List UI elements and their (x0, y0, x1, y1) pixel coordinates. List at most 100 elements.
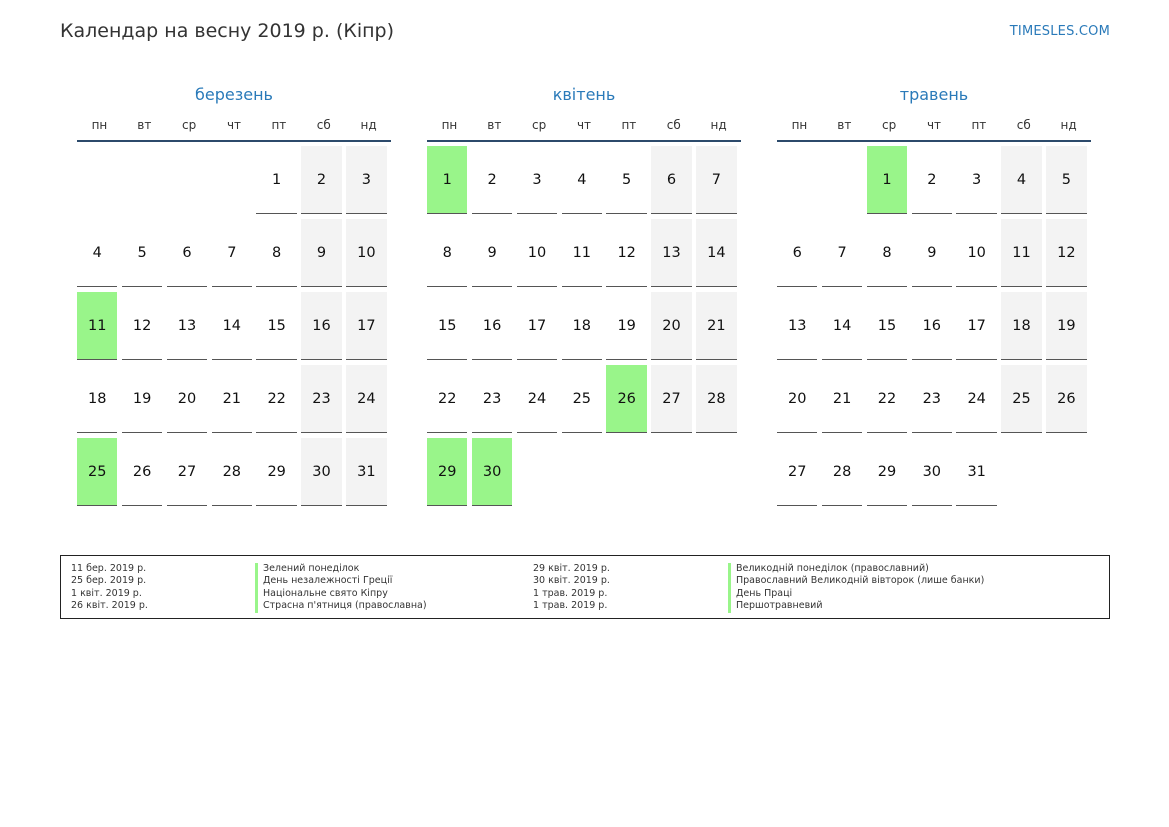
day-cell: 2 (911, 146, 953, 214)
day-cell: 24 (956, 365, 997, 433)
day-cell: 16 (471, 292, 513, 360)
day-cell: 29 (866, 438, 908, 506)
day-cell: 3 (956, 146, 997, 214)
weeks-grid: 1 2 3 4 5 6 7 8 9 10 11 12 13 14 15 16 17 18 19 20 21 22 23 24 2… (427, 146, 741, 507)
week-row: 13 14 15 16 17 18 19 (777, 292, 1091, 361)
day-cell: 1 (256, 146, 297, 214)
holiday-legend: 11 бер. 2019 р. 25 бер. 2019 р. 1 квіт. … (60, 555, 1110, 619)
day-cell: 22 (427, 365, 468, 433)
day-cell: 15 (427, 292, 468, 360)
day-cell: 7 (211, 219, 253, 287)
day-cell: 7 (696, 146, 737, 214)
weekday-label: пн (441, 118, 458, 132)
legend-date: 1 трав. 2019 р. (533, 587, 608, 599)
day-cell: 16 (911, 292, 953, 360)
day-cell: 4 (561, 146, 603, 214)
day-cell-empty (562, 438, 602, 505)
day-cell: 31 (346, 438, 387, 506)
legend-dates-right: 29 квіт. 2019 р. 30 квіт. 2019 р. 1 трав… (533, 563, 713, 613)
day-cell: 5 (1046, 146, 1087, 214)
weekday-label: ср (882, 118, 897, 132)
day-cell: 24 (516, 365, 558, 433)
day-cell: 5 (121, 219, 163, 287)
month-may: травень пн вт ср чт пт сб нд 1 2 3 4 5 6 7 8 9 10 11 12 13… (777, 82, 1091, 511)
day-cell: 3 (346, 146, 387, 214)
day-cell: 8 (256, 219, 297, 287)
week-row: 22 23 24 25 26 27 28 (427, 365, 741, 434)
legend-holiday-name: Страсна п'ятниця (православна) (255, 600, 427, 613)
day-cell-empty (517, 438, 557, 505)
week-row: 6 7 8 9 10 11 12 (777, 219, 1091, 288)
week-row: 4 5 6 7 8 9 10 (77, 219, 391, 288)
day-cell: 20 (166, 365, 208, 433)
week-row: 27 28 29 30 31 (777, 438, 1091, 507)
day-cell: 15 (866, 292, 908, 360)
day-cell: 21 (696, 292, 737, 360)
day-cell: 30 (471, 438, 513, 506)
weeks-grid: 1 2 3 4 5 6 7 8 9 10 11 12 13 14 15 16 17 18 19 20 21 22 23 24 2… (77, 146, 391, 507)
day-cell: 20 (651, 292, 692, 360)
day-cell-empty (651, 438, 691, 505)
day-cell: 28 (211, 438, 253, 506)
site-link[interactable]: TIMESLES.COM (1009, 24, 1110, 39)
weekday-label: сб (666, 118, 681, 132)
legend-date: 11 бер. 2019 р. (71, 563, 147, 574)
day-cell-empty (822, 146, 862, 213)
legend-names-right: Великодній понеділок (православний) Прав… (728, 563, 984, 613)
month-april: квітень пн вт ср чт пт сб нд 1 2 3 4 5 6 7 8 9 10 11 12 13… (427, 82, 741, 511)
day-cell: 15 (256, 292, 297, 360)
day-cell: 13 (777, 292, 818, 360)
day-cell: 7 (821, 219, 863, 287)
day-cell: 26 (606, 365, 647, 433)
legend-date: 1 трав. 2019 р. (533, 600, 608, 612)
day-cell: 9 (911, 219, 953, 287)
week-row: 11 12 13 14 15 16 17 (77, 292, 391, 361)
weekday-label: чт (576, 118, 592, 132)
day-cell: 10 (516, 219, 558, 287)
weekday-label: вт (137, 118, 152, 132)
day-cell: 14 (696, 219, 737, 287)
day-cell: 25 (1001, 365, 1042, 433)
legend-holiday-name: День незалежності Греції (255, 575, 427, 588)
day-cell: 25 (77, 438, 118, 506)
weekday-label: нд (360, 118, 377, 132)
day-cell: 1 (427, 146, 468, 214)
day-cell: 29 (427, 438, 468, 506)
legend-holiday-name: Національне свято Кіпру (255, 587, 427, 601)
weekday-label: чт (926, 118, 942, 132)
day-cell: 13 (651, 219, 692, 287)
day-cell: 12 (121, 292, 163, 360)
month-name: квітень (552, 85, 616, 104)
day-cell: 3 (516, 146, 558, 214)
day-cell-empty (777, 146, 817, 213)
weekday-header: пн вт ср чт пт сб нд (77, 116, 391, 142)
day-cell: 22 (866, 365, 908, 433)
day-cell: 27 (651, 365, 692, 433)
page-title: Календар на весну 2019 р. (Кіпр) (60, 20, 395, 42)
week-row: 20 21 22 23 24 25 26 (777, 365, 1091, 434)
day-cell: 12 (1046, 219, 1087, 287)
day-cell: 31 (956, 438, 997, 506)
day-cell: 11 (1001, 219, 1042, 287)
day-cell: 20 (777, 365, 818, 433)
day-cell: 5 (606, 146, 647, 214)
weekday-label: вт (487, 118, 502, 132)
day-cell-empty (122, 146, 162, 213)
day-cell: 23 (911, 365, 953, 433)
day-cell: 18 (1001, 292, 1042, 360)
legend-names-left: Зелений понеділок День незалежності Грец… (255, 563, 427, 613)
day-cell: 17 (516, 292, 558, 360)
week-row: 15 16 17 18 19 20 21 (427, 292, 741, 361)
month-name: березень (195, 85, 273, 104)
legend-date: 25 бер. 2019 р. (71, 575, 147, 587)
legend-date: 1 квіт. 2019 р. (71, 587, 142, 599)
weekday-label: чт (226, 118, 242, 132)
day-cell: 14 (821, 292, 863, 360)
day-cell: 29 (256, 438, 297, 506)
day-cell: 6 (166, 219, 208, 287)
day-cell: 8 (427, 219, 468, 287)
weeks-grid: 1 2 3 4 5 6 7 8 9 10 11 12 13 14 15 16 17 18 19 20 21 22 23 24 2… (777, 146, 1091, 507)
day-cell: 11 (561, 219, 603, 287)
